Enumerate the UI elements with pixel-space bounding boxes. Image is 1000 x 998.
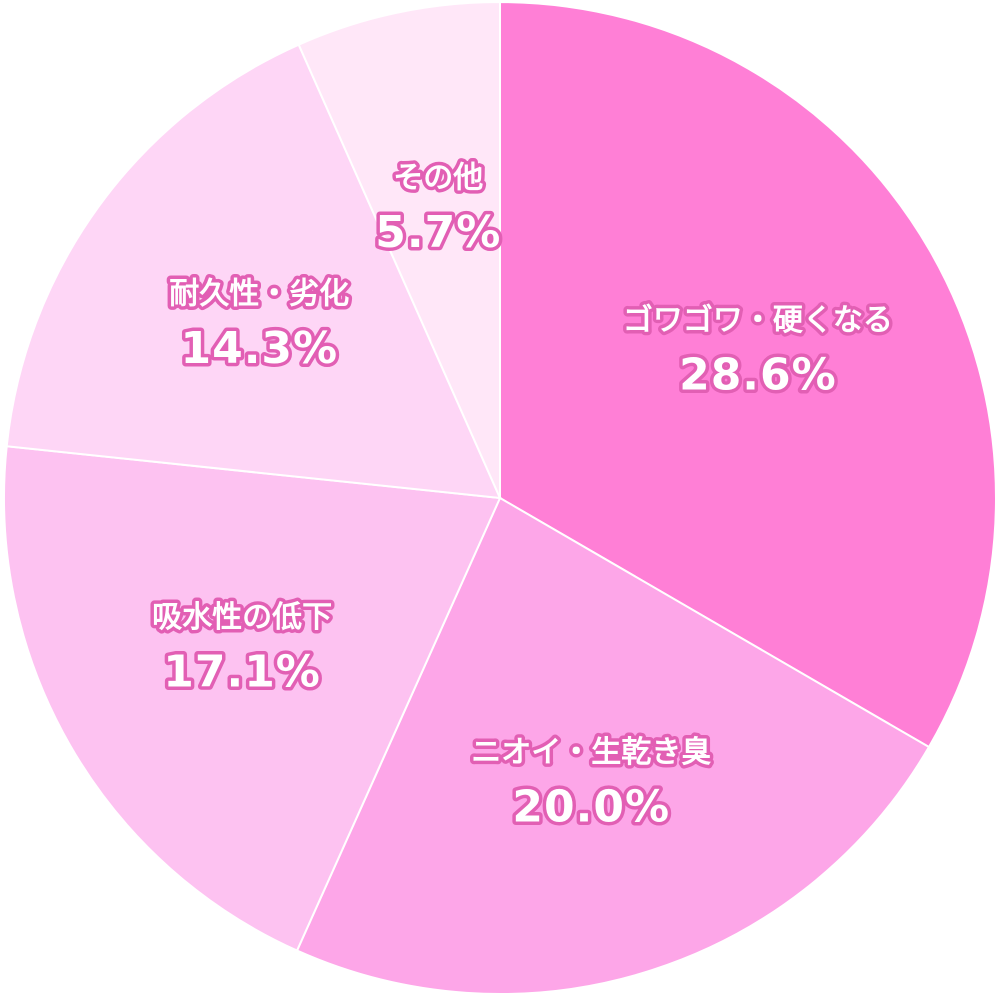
pie-slice <box>5 43 502 500</box>
value-label: 17.1% <box>163 646 321 697</box>
pie-slice <box>3 445 502 952</box>
pie-slice <box>297 0 501 499</box>
value-label: 28.6% <box>679 350 837 401</box>
value-label: 14.3% <box>180 323 338 374</box>
slice-label: ゴワゴワ・硬くなる <box>623 303 893 338</box>
pie-slice <box>295 496 931 995</box>
slice-label: その他 <box>393 160 483 195</box>
value-label: 20.0% <box>512 781 670 832</box>
slice-label: 耐久性・劣化 <box>169 276 349 311</box>
value-label: 5.7% <box>375 207 501 258</box>
slice-label: ニオイ・生乾き臭 <box>471 735 711 770</box>
pie-slice <box>499 0 997 749</box>
slice-label: 吸水性の低下 <box>152 600 332 635</box>
